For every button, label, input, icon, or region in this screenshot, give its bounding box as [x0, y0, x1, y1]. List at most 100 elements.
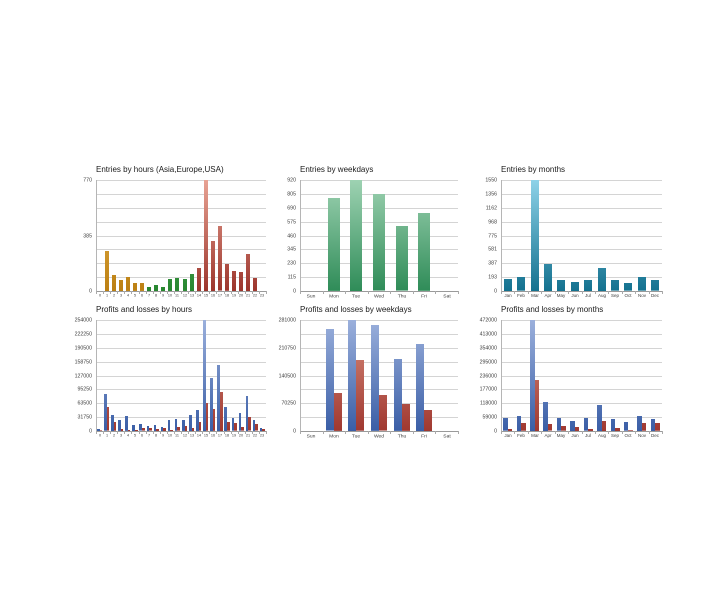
gridline — [96, 375, 266, 377]
x-tick-label: 8 — [155, 433, 158, 438]
x-axis-tick — [166, 291, 168, 294]
y-tick-label: 281000 — [278, 317, 296, 323]
x-tick-label: 2 — [112, 293, 115, 298]
x-axis-tick — [501, 291, 502, 294]
x-axis-tick — [608, 431, 610, 434]
x-tick-label: Fri — [421, 293, 428, 299]
gridline — [300, 193, 458, 195]
x-axis-tick — [345, 291, 347, 294]
bar-losses-Thu — [401, 404, 410, 431]
x-tick-label: Sep — [611, 293, 620, 298]
bar-entries-Mon — [327, 198, 340, 291]
bar-entries-21 — [246, 253, 251, 291]
y-tick-label: 413000 — [479, 330, 497, 337]
gridline — [300, 320, 458, 321]
x-tick-label: 3 — [119, 293, 122, 298]
bar-profits-Sep — [610, 419, 616, 431]
x-tick-label: 6 — [140, 433, 144, 438]
x-tick-label: 13 — [189, 293, 194, 298]
x-axis-tick — [216, 431, 218, 434]
bar-entries-10 — [168, 279, 173, 291]
x-tick-label: 11 — [175, 293, 180, 298]
gridline — [300, 333, 458, 335]
bar-losses-16 — [212, 409, 216, 431]
x-tick-label: Tue — [352, 293, 361, 299]
x-tick-label: 22 — [253, 433, 258, 438]
x-axis-tick — [662, 431, 663, 434]
gridline — [96, 235, 266, 237]
y-tick-label: 193 — [488, 274, 497, 281]
x-axis-tick — [110, 431, 112, 434]
x-axis-tick — [237, 431, 239, 434]
x-tick-label: 21 — [246, 433, 251, 438]
bar-profits-15 — [203, 320, 206, 431]
x-axis-tick — [412, 291, 414, 294]
bar-entries-Feb — [517, 277, 526, 291]
bar-profits-6 — [139, 424, 143, 431]
chart-title: Entries by months — [501, 165, 566, 174]
x-axis-tick — [554, 291, 556, 294]
x-tick-label: 9 — [162, 433, 165, 438]
x-axis-tick — [322, 431, 324, 434]
bar-entries-Tue — [350, 180, 363, 291]
x-axis-tick — [662, 291, 663, 294]
x-axis-tick — [181, 431, 182, 434]
x-tick-label: 15 — [203, 293, 208, 298]
chart-title: Entries by weekdays — [300, 165, 374, 174]
bar-losses-12 — [184, 425, 188, 431]
x-axis-tick — [181, 291, 182, 294]
x-tick-label: Mar — [530, 293, 539, 298]
x-axis-tick — [188, 431, 190, 434]
bar-profits-22 — [252, 420, 256, 431]
x-axis-tick — [435, 291, 437, 294]
y-tick-label: 177000 — [479, 386, 497, 393]
x-tick-label: 7 — [148, 293, 151, 298]
gridline — [96, 221, 266, 223]
bar-losses-5 — [134, 429, 138, 431]
bar-profits-10 — [167, 420, 171, 431]
x-axis-tick — [223, 291, 225, 294]
bar-profits-3 — [118, 420, 121, 431]
chart-entries-by-hours: Entries by hours (Asia,Europe,USA) 770 38… — [56, 165, 274, 310]
y-tick-label: 575 — [287, 218, 296, 225]
x-axis-tick — [527, 291, 529, 294]
bar-entries-11 — [175, 278, 180, 291]
x-tick-label: 10 — [168, 293, 173, 298]
gridline — [96, 263, 266, 265]
bar-profits-12 — [181, 420, 185, 431]
x-axis-tick — [195, 431, 197, 434]
x-axis-tick — [223, 431, 225, 434]
y-tick-label: 345 — [287, 246, 296, 253]
gridline — [96, 417, 266, 419]
x-axis-tick — [258, 291, 260, 294]
bar-profits-4 — [125, 416, 128, 431]
bar-entries-3 — [118, 279, 123, 291]
bar-entries-13 — [189, 273, 194, 291]
bar-entries-9 — [161, 286, 166, 291]
x-axis-tick — [541, 431, 543, 434]
y-tick-label: 770 — [83, 177, 92, 183]
x-tick-label: Fri — [421, 433, 428, 439]
bar-entries-22 — [253, 278, 258, 291]
x-axis-tick — [124, 431, 126, 434]
bar-entries-4 — [125, 277, 130, 291]
y-tick-label: 0 — [89, 288, 92, 294]
y-tick-label: 387 — [488, 260, 497, 267]
bar-losses-Dec — [655, 423, 660, 431]
x-tick-label: Sep — [611, 433, 620, 438]
y-tick-label: 0 — [494, 288, 497, 294]
bar-entries-Fri — [418, 213, 431, 291]
x-tick-label: Wed — [373, 433, 385, 439]
gridline — [96, 277, 266, 279]
x-axis-tick — [266, 431, 267, 434]
bar-profits-19 — [231, 418, 235, 431]
y-tick-label: 968 — [488, 218, 497, 225]
x-axis-tick — [621, 431, 623, 434]
x-tick-label: Wed — [373, 293, 385, 299]
x-tick-label: Oct — [624, 293, 632, 298]
x-tick-label: 23 — [260, 293, 265, 298]
bar-entries-12 — [182, 279, 187, 291]
x-tick-label: Aug — [597, 293, 606, 298]
chart-profits-losses-by-weekdays: Profits and losses by weekdays 281000 210… — [260, 305, 466, 450]
y-tick-label: 222250 — [74, 330, 92, 337]
